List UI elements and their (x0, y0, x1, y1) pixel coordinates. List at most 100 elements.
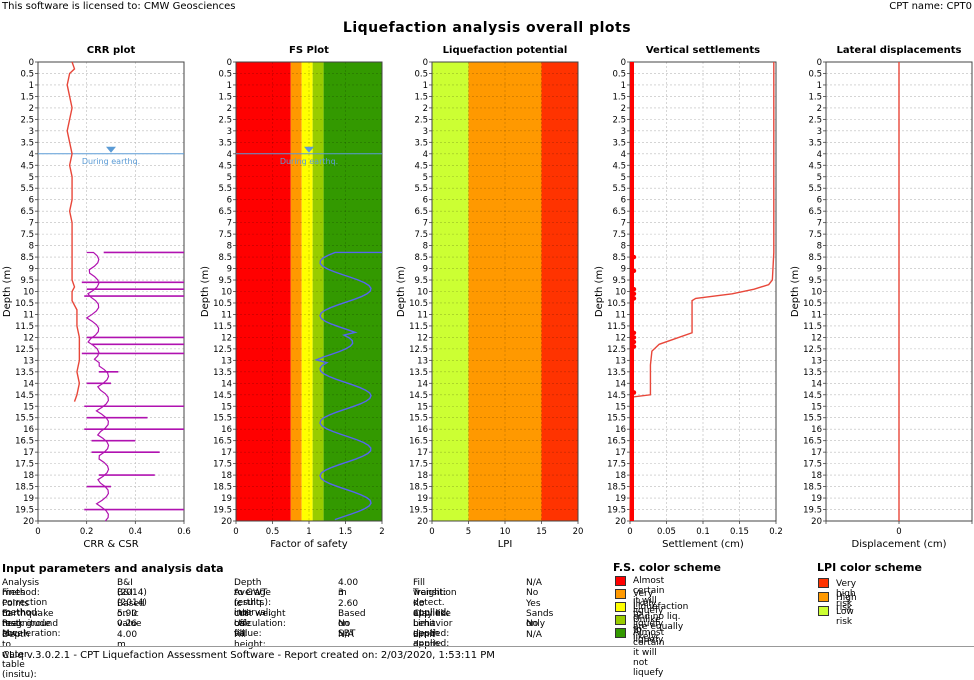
y-tick-label: 1.5 (808, 92, 822, 102)
y-tick-label: 3 (423, 127, 428, 137)
settlement-dot (631, 268, 637, 274)
y-tick-label: 18 (221, 471, 232, 481)
y-tick-label: 12.5 (15, 345, 34, 355)
settlement-dot (631, 287, 637, 292)
y-tick-label: 20 (417, 517, 428, 527)
y-tick-label: 10.5 (803, 299, 822, 309)
footer-text: CLiq v.3.0.2.1 - CPT Liquefaction Assess… (2, 650, 495, 661)
param-label: Points to test: (2, 598, 30, 629)
x-tick-label: 0.15 (730, 527, 749, 537)
y-tick-label: 12 (417, 333, 428, 343)
page-title: Liquefaction analysis overall plots (342, 20, 632, 36)
param-value: B&I (2014) (117, 578, 147, 598)
y-tick-label: 13.5 (803, 368, 822, 378)
y-tick-label: 9 (817, 265, 822, 275)
settlement-dot (631, 296, 637, 301)
y-tick-label: 5 (423, 173, 428, 183)
legend-swatch (615, 602, 626, 612)
y-tick-label: 3.5 (414, 138, 428, 148)
param-label: Limit depth: (413, 629, 443, 650)
y-tick-label: 12 (615, 333, 626, 343)
y-tick-label: 1 (423, 81, 428, 91)
y-tick-label: 7.5 (218, 230, 232, 240)
param-value: 4.00 m (338, 578, 359, 598)
y-tick-label: 5.5 (20, 184, 34, 194)
x-tick-label: 0.1 (696, 527, 710, 537)
x-tick-label: 5 (466, 527, 471, 537)
y-tick-label: 13.5 (607, 368, 626, 378)
param-value: No (526, 619, 539, 630)
y-tick-label: 17.5 (803, 460, 822, 470)
y-tick-label: 10.5 (15, 299, 34, 309)
y-tick-label: 9.5 (612, 276, 626, 286)
y-tick-label: 7 (817, 219, 822, 229)
param-value: 3 (338, 588, 344, 599)
y-tick-label: 5.5 (414, 184, 428, 194)
y-tick-label: 20 (811, 517, 822, 527)
y-tick-label: 1 (621, 81, 626, 91)
y-tick-label: 10.5 (607, 299, 626, 309)
legend-swatch (615, 589, 626, 599)
settlement-dot (631, 254, 637, 260)
y-tick-label: 4.5 (414, 161, 428, 171)
param-value: 0.26 (117, 619, 138, 630)
y-tick-label: 6.5 (808, 207, 822, 217)
y-tick-label: 10 (811, 288, 822, 298)
param-value: N/A (526, 578, 542, 588)
x-tick-label: 0 (233, 527, 238, 537)
param-label: Depth to GWT (erthq.): (234, 578, 272, 608)
y-tick-label: 19 (23, 494, 34, 504)
y-tick-label: 18 (811, 471, 822, 481)
y-tick-label: 2 (227, 104, 232, 114)
y-axis-label: Depth (m) (594, 266, 605, 317)
x-tick-label: 0.2 (80, 527, 94, 537)
y-tick-label: 11.5 (409, 322, 428, 332)
series-line (66, 61, 81, 402)
y-tick-label: 8 (227, 242, 232, 252)
y-tick-label: 18.5 (409, 483, 428, 493)
y-tick-label: 11.5 (607, 322, 626, 332)
y-tick-label: 14 (221, 379, 232, 389)
y-tick-label: 4 (423, 150, 428, 160)
y-tick-label: 18.5 (607, 483, 626, 493)
y-tick-label: 4.5 (218, 161, 232, 171)
settlement-dot (631, 344, 637, 349)
y-tick-label: 14 (23, 379, 34, 389)
y-tick-label: 18.5 (15, 483, 34, 493)
cpt-name: CPT name: CPT0 (889, 1, 972, 12)
fs-curve (314, 251, 382, 521)
param-label: Average results interval: (234, 588, 272, 619)
y-tick-label: 5 (227, 173, 232, 183)
settlement-dot (631, 330, 637, 336)
y-tick-label: 19.5 (803, 506, 822, 516)
y-tick-label: 7 (621, 219, 626, 229)
y-tick-label: 12.5 (607, 345, 626, 355)
legend-label: Very likely to liquefy (633, 589, 664, 629)
y-tick-label: 20 (221, 517, 232, 527)
param-label: Limit depth applied: (413, 619, 450, 650)
y-tick-label: 16 (417, 425, 428, 435)
legend-swatch (615, 615, 626, 625)
y-tick-label: 19 (221, 494, 232, 504)
y-tick-label: 9.5 (808, 276, 822, 286)
param-label: Earthquake magnitude Mw: (2, 608, 54, 639)
y-tick-label: 14 (615, 379, 626, 389)
y-tick-label: 16 (221, 425, 232, 435)
y-tick-label: 15 (221, 402, 232, 412)
y-tick-label: 11.5 (803, 322, 822, 332)
y-tick-label: 8.5 (612, 253, 626, 263)
y-axis-label: Depth (m) (2, 266, 13, 317)
y-tick-label: 19.5 (213, 506, 232, 516)
y-tick-label: 6 (817, 196, 822, 206)
settlement-dot (631, 335, 637, 340)
y-tick-label: 8.5 (414, 253, 428, 263)
color-band (301, 62, 313, 521)
csr-curve (85, 251, 110, 522)
y-tick-label: 1.5 (20, 92, 34, 102)
y-tick-label: 10 (221, 288, 232, 298)
y-tick-label: 18 (23, 471, 34, 481)
x-tick-label: 20 (573, 527, 584, 537)
x-tick-label: 15 (536, 527, 547, 537)
y-tick-label: 6 (423, 196, 428, 206)
legend-swatch (818, 606, 829, 616)
